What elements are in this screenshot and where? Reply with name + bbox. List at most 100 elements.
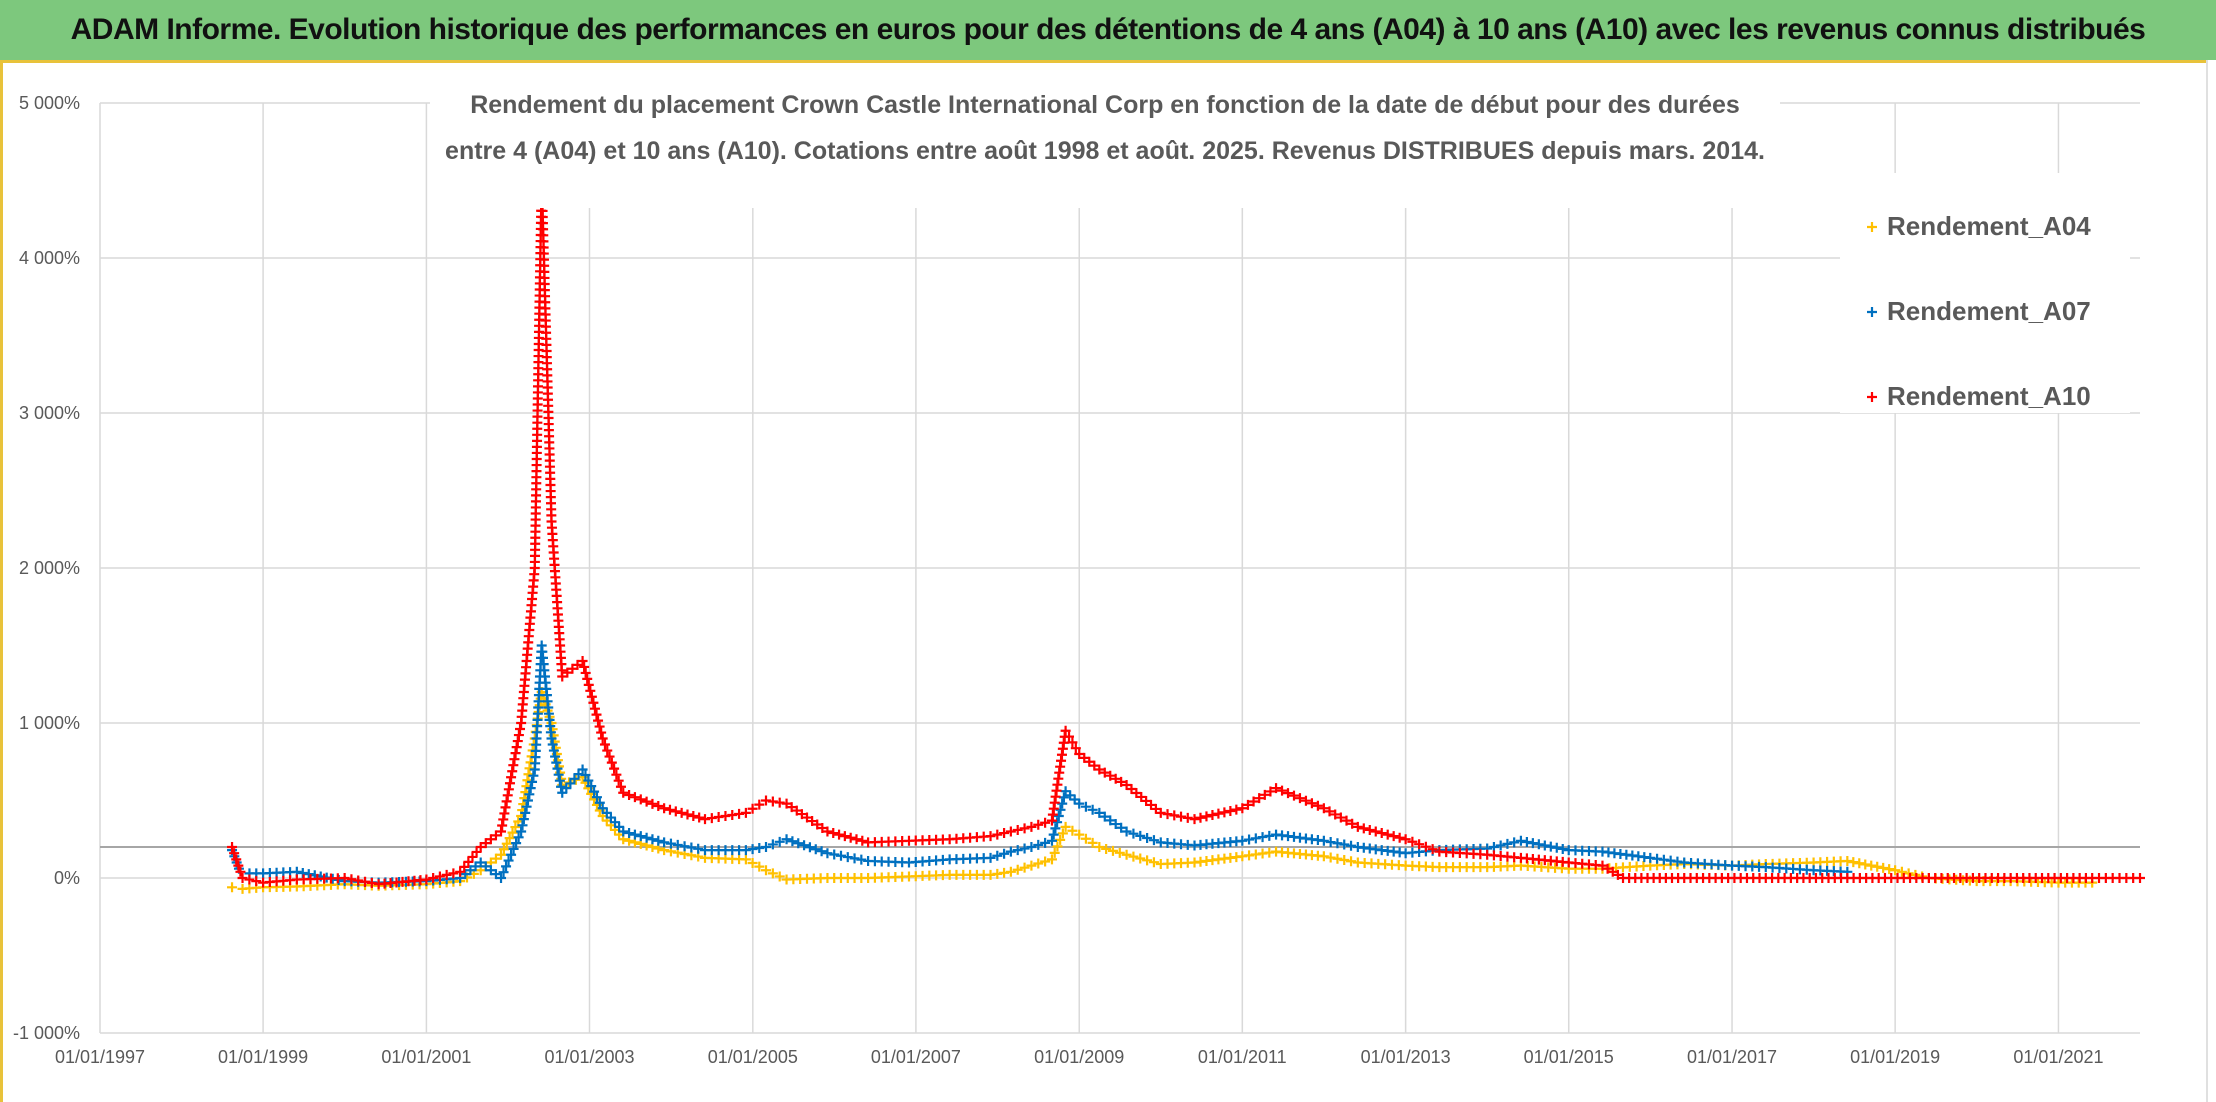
data-point: [496, 826, 507, 837]
data-point: [1005, 826, 1016, 837]
data-point: [609, 763, 620, 774]
data-point: [1872, 861, 1883, 872]
data-point: [567, 663, 578, 674]
data-point: [522, 795, 533, 806]
data-point: [502, 790, 513, 801]
data-point: [1105, 770, 1116, 781]
data-point: [1019, 843, 1030, 854]
data-point: [511, 838, 522, 849]
data-point: [1527, 838, 1538, 849]
data-point: [517, 820, 528, 831]
data-point: [1597, 860, 1608, 871]
data-point: [1176, 811, 1187, 822]
data-point: [682, 809, 693, 820]
data-point: [1099, 811, 1110, 822]
data-point: [1135, 830, 1146, 841]
y-tick-label: 1 000%: [19, 713, 80, 733]
data-point: [856, 854, 867, 865]
data-point: [511, 742, 522, 753]
data-point: [793, 838, 804, 849]
data-point: [546, 733, 557, 744]
data-point: [548, 745, 559, 756]
data-point: [1046, 835, 1057, 846]
data-point: [485, 865, 496, 876]
data-point: [512, 736, 523, 747]
data-point: [1407, 836, 1418, 847]
data-point: [303, 869, 314, 880]
data-point: [1195, 812, 1206, 823]
data-point: [1089, 760, 1100, 771]
data-point: [1332, 853, 1343, 864]
data-point: [606, 757, 617, 768]
data-point: [1219, 807, 1230, 818]
data-point: [1053, 811, 1064, 821]
data-point: [496, 849, 507, 860]
data-point: [507, 827, 518, 838]
data-point: [999, 848, 1010, 859]
data-point: [586, 781, 597, 792]
data-point: [604, 751, 615, 762]
data-point: [829, 849, 840, 860]
data-point: [1026, 860, 1037, 871]
data-point: [507, 766, 518, 777]
data-point: [1842, 855, 1853, 866]
x-tick-label: 01/01/1997: [55, 1047, 145, 1067]
data-point: [1346, 840, 1357, 851]
data-point: [1259, 789, 1270, 800]
x-tick-label: 01/01/2013: [1361, 1047, 1451, 1067]
data-point: [1074, 749, 1085, 759]
data-point: [629, 792, 640, 803]
data-point: [1607, 866, 1618, 877]
data-point: [1094, 842, 1105, 852]
data-point: [1248, 796, 1259, 807]
data-point: [1488, 842, 1499, 852]
data-point: [1128, 851, 1139, 862]
data-point: [635, 831, 646, 842]
data-point: [774, 836, 785, 847]
data-point: [822, 848, 833, 859]
grid-lines: [99, 102, 2140, 1034]
data-point: [579, 661, 590, 672]
data-point: [583, 679, 594, 690]
x-tick-label: 01/01/2019: [1850, 1047, 1940, 1067]
data-point: [740, 807, 751, 818]
data-point: [629, 829, 640, 840]
data-point: [499, 808, 510, 819]
data-point: [1070, 743, 1081, 754]
data-point: [1515, 835, 1526, 846]
data-point: [490, 869, 501, 880]
data-point: [1087, 837, 1098, 848]
data-point: [1074, 829, 1085, 840]
data-point: [1101, 843, 1112, 854]
data-point: [760, 865, 771, 876]
data-point: [1033, 858, 1044, 869]
y-tick-label: -1 000%: [13, 1023, 80, 1043]
data-point: [1257, 832, 1268, 843]
data-point: [1064, 731, 1075, 742]
data-point: [496, 873, 507, 883]
data-point: [1237, 803, 1248, 814]
data-point: [235, 866, 246, 877]
data-point: [1271, 783, 1282, 794]
data-point: [509, 754, 520, 765]
data-point: [1277, 785, 1288, 796]
data-point: [582, 673, 593, 684]
data-point: [641, 796, 652, 807]
data-point: [589, 703, 600, 714]
data-point: [1012, 845, 1023, 856]
data-point: [1012, 824, 1023, 835]
data-point: [688, 811, 699, 821]
data-point: [524, 789, 535, 800]
data-point: [506, 849, 517, 860]
data-point: [1189, 814, 1200, 825]
data-point: [817, 823, 828, 834]
data-point: [591, 792, 602, 803]
data-point: [1107, 845, 1118, 856]
data-point: [353, 875, 364, 886]
data-point: [1050, 823, 1061, 834]
data-point: [1121, 826, 1132, 837]
data-point: [1155, 807, 1166, 818]
legend-marker: [1867, 222, 1877, 232]
data-point: [1427, 844, 1438, 855]
data-point: [1264, 830, 1275, 841]
